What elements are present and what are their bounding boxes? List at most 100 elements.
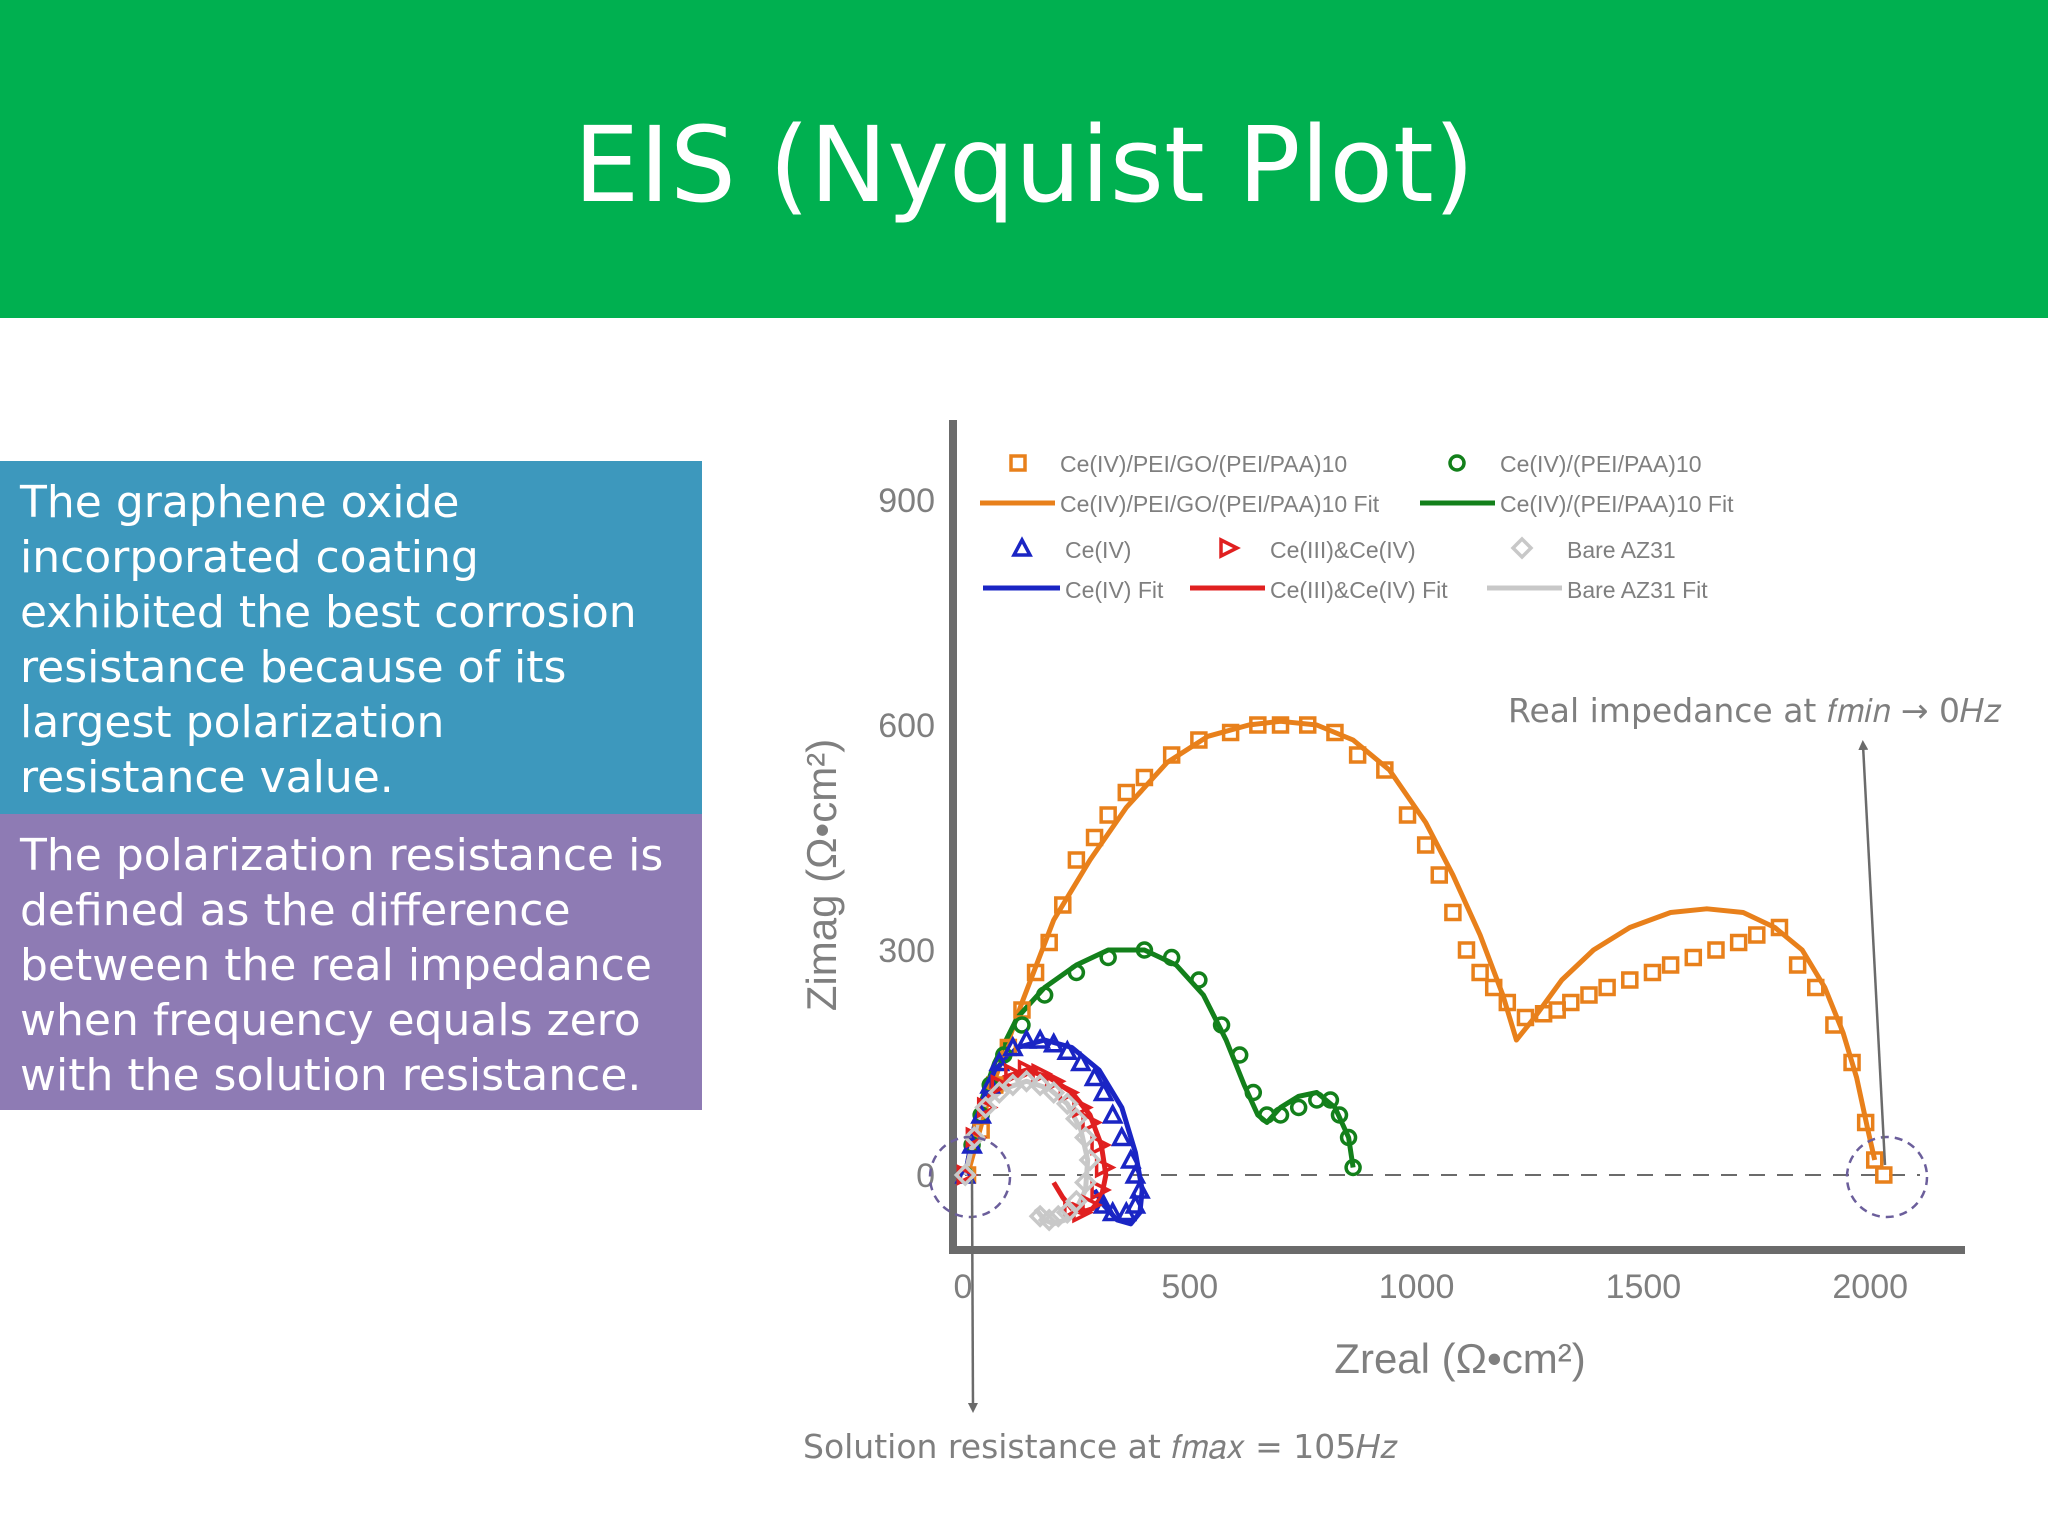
data-point-ce-iv: [1119, 1148, 1142, 1169]
data-point-ce-iv-pei-paa-10: [1344, 1158, 1362, 1177]
legend-marker-swatch: [1448, 454, 1466, 472]
legend-label: Ce(IV)/PEI/GO/(PEI/PAA)10: [1060, 451, 1347, 477]
x-tick-label: 1500: [1606, 1268, 1682, 1306]
data-point-ce-iv-pei-go-pei-paa-10: [1807, 978, 1825, 997]
data-point-ce-iv-pei-go-pei-paa-10: [1398, 806, 1417, 824]
legend-label: Ce(IV) Fit: [1065, 577, 1164, 603]
data-point-ce-iv-pei-go-pei-paa-10: [1875, 1166, 1893, 1184]
data-point-ce-iv: [1083, 1065, 1106, 1087]
data-point-bare-az31: [1015, 1069, 1038, 1093]
data-point-ce-iv-pei-paa-10: [1162, 948, 1181, 967]
solution-resistance-highlight-circle: [928, 1135, 1012, 1219]
solution-resistance-arrow: [967, 1179, 978, 1413]
data-point-ce-iv-pei-go-pei-paa-10: [1457, 941, 1476, 959]
data-point-bare-az31: [1055, 1092, 1079, 1116]
data-point-ce-iii-ce-iv: [1094, 1156, 1117, 1179]
data-point-ce-iv-pei-paa-10: [1135, 941, 1154, 959]
data-point-ce-iv: [1015, 1028, 1038, 1049]
data-point-ce-iv-pei-go-pei-paa-10: [1471, 963, 1489, 982]
data-point-ce-iv-pei-go-pei-paa-10: [1865, 1151, 1884, 1169]
data-point-ce-iv: [1070, 1050, 1092, 1072]
data-point-ce-iv-pei-paa-10: [1244, 1083, 1263, 1102]
data-point-ce-iv-pei-go-pei-paa-10: [1684, 948, 1703, 967]
legend-marker-swatch: [1011, 536, 1033, 557]
data-point-ce-iv-pei-go-pei-paa-10: [1348, 746, 1367, 764]
data-point-ce-iv: [1029, 1028, 1052, 1049]
data-point-ce-iv-pei-go-pei-paa-10: [1040, 933, 1058, 952]
data-point-ce-iv: [1056, 1039, 1079, 1060]
data-point-ce-iv-pei-paa-10: [1339, 1128, 1358, 1147]
legend-marker-swatch: [1219, 537, 1241, 559]
data-point-bare-az31: [1042, 1081, 1066, 1104]
data-point-ce-iv-pei-go-pei-paa-10: [1221, 723, 1240, 742]
data-point-ce-iv-pei-go-pei-paa-10: [1707, 941, 1725, 959]
data-point-bare-az31: [953, 1163, 977, 1187]
slide-title: EIS (Nyquist Plot): [573, 104, 1475, 226]
legend-label: Ce(III)&Ce(IV) Fit: [1270, 577, 1448, 603]
data-point-ce-iv-pei-go-pei-paa-10: [1598, 978, 1616, 997]
data-point-ce-iv-pei-paa-10: [1271, 1106, 1290, 1124]
data-point-ce-iv: [988, 1050, 1011, 1072]
data-point-ce-iv-pei-paa-10: [1289, 1098, 1308, 1117]
y-tick-label: 900: [878, 482, 935, 520]
data-point-ce-iii-ce-iv: [990, 1074, 1013, 1096]
real-impedance-annotation: Real impedance at 𝑓𝑚𝑖𝑛 → 0𝐻𝑧: [1508, 691, 2002, 730]
data-point-ce-iv-pei-paa-10: [1190, 971, 1208, 989]
data-point-ce-iv-pei-go-pei-paa-10: [1416, 836, 1435, 854]
data-point-ce-iv-pei-go-pei-paa-10: [1621, 971, 1639, 989]
legend-label: Ce(IV): [1065, 537, 1131, 563]
data-point-ce-iv-pei-go-pei-paa-10: [1190, 731, 1208, 749]
real-impedance-highlight-circle: [1845, 1135, 1929, 1219]
legend-label: Bare AZ31 Fit: [1567, 577, 1708, 603]
data-point-ce-iv-pei-go-pei-paa-10: [1516, 1008, 1535, 1027]
data-point-ce-iv-pei-go-pei-paa-10: [1729, 933, 1748, 952]
legend-label: Ce(III)&Ce(IV): [1270, 537, 1416, 563]
data-point-ce-iv-pei-go-pei-paa-10: [1135, 768, 1154, 787]
data-point-ce-iv-pei-go-pei-paa-10: [1026, 963, 1045, 982]
data-point-bare-az31: [987, 1081, 1011, 1104]
x-tick-label: 2000: [1832, 1268, 1908, 1306]
data-point-ce-iv-pei-go-pei-paa-10: [1376, 761, 1394, 779]
data-point-ce-iv-pei-go-pei-paa-10: [1085, 828, 1104, 847]
data-point-ce-iv: [1042, 1032, 1065, 1053]
legend-label: Ce(IV)/(PEI/PAA)10 Fit: [1500, 491, 1734, 517]
data-point-ce-iv-pei-go-pei-paa-10: [1562, 993, 1580, 1012]
data-point-ce-iv-pei-go-pei-paa-10: [1661, 956, 1680, 974]
data-point-bare-az31: [1037, 1208, 1061, 1232]
legend-label: Ce(IV)/(PEI/PAA)10: [1500, 451, 1702, 477]
note-box-graphene: The graphene oxide incorporated coating …: [0, 461, 702, 814]
data-point-bare-az31: [974, 1096, 998, 1119]
data-point-ce-iv-pei-go-pei-paa-10: [1099, 806, 1117, 824]
data-point-ce-iv: [1128, 1178, 1151, 1199]
x-axis-title: Zreal (Ω•cm²): [1334, 1335, 1585, 1382]
data-point-ce-iv-pei-go-pei-paa-10: [1249, 716, 1267, 734]
note-box-polarization: The polarization resistance is defined a…: [0, 814, 702, 1110]
real-impedance-arrow: [1858, 740, 1887, 1166]
data-point-ce-iv-pei-paa-10: [1321, 1091, 1340, 1109]
data-point-ce-iv: [1124, 1163, 1147, 1184]
data-point-bare-az31: [1073, 1171, 1097, 1194]
x-tick-label: 1000: [1379, 1268, 1455, 1306]
data-point-bare-az31: [1028, 1204, 1052, 1228]
data-point-ce-iv-pei-go-pei-paa-10: [1643, 963, 1662, 982]
legend-label: Ce(IV)/PEI/GO/(PEI/PAA)10 Fit: [1060, 491, 1380, 517]
data-point-bare-az31: [962, 1126, 986, 1149]
data-point-ce-iv-pei-go-pei-paa-10: [1484, 978, 1503, 997]
solution-resistance-annotation: Solution resistance at 𝑓𝑚𝑎𝑥 = 105𝐻𝑧: [803, 1427, 1398, 1466]
data-point-ce-iv: [1092, 1080, 1115, 1102]
data-point-ce-iv-pei-go-pei-paa-10: [1498, 993, 1517, 1012]
data-point-ce-iii-ce-iv: [1090, 1134, 1112, 1156]
data-point-ce-iv-pei-go-pei-paa-10: [1788, 956, 1807, 974]
data-point-bare-az31: [1064, 1107, 1088, 1131]
data-point-bare-az31: [1078, 1148, 1102, 1172]
data-point-ce-iv-pei-paa-10: [1212, 1016, 1231, 1034]
data-point-bare-az31: [1028, 1073, 1052, 1097]
data-point-ce-iv: [1124, 1193, 1147, 1214]
legend-label: Bare AZ31: [1567, 537, 1676, 563]
data-point-ce-iv-pei-go-pei-paa-10: [1825, 1016, 1843, 1034]
y-tick-label: 300: [878, 932, 935, 970]
data-point-ce-iv: [1110, 1125, 1133, 1147]
data-point-ce-iv-pei-go-pei-paa-10: [1444, 903, 1462, 922]
title-bar: [0, 0, 2048, 318]
